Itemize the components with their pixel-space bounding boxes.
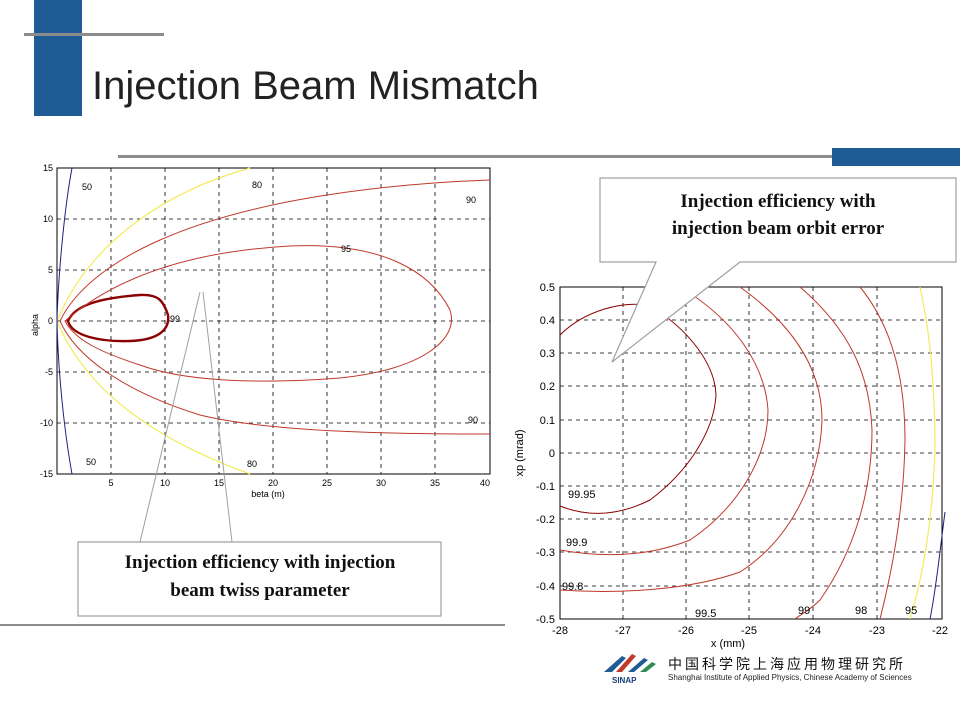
svg-text:90: 90 [468,415,478,425]
y-axis-label: alpha [30,314,40,336]
x-tick-labels: 5 10 15 20 25 30 35 40 [108,478,490,488]
plot-area: 50 80 90 95 99 90 50 80 15 10 5 0 -5 -10… [30,163,491,499]
contour-labels: 50 80 90 95 99 90 50 80 [82,180,478,469]
contour-98 [859,286,906,620]
svg-text:80: 80 [252,180,262,190]
svg-text:30: 30 [376,478,386,488]
svg-text:99.5: 99.5 [695,608,716,620]
svg-text:5: 5 [108,478,113,488]
svg-text:-15: -15 [40,469,53,479]
svg-text:-10: -10 [40,418,53,428]
svg-text:-0.2: -0.2 [536,514,555,526]
svg-text:25: 25 [322,478,332,488]
y-tick-labels: 15 10 5 0 -5 -10 -15 [40,163,53,479]
sinap-logo-icon [604,654,656,672]
svg-text:0.2: 0.2 [540,381,555,393]
svg-text:10: 10 [160,478,170,488]
svg-text:0.4: 0.4 [540,315,555,327]
svg-text:0: 0 [48,316,53,326]
contour-95 [909,286,936,620]
svg-text:99.9: 99.9 [566,537,587,549]
callout-twiss: Injection efficiency with injection beam… [77,291,442,617]
callout-twiss-line-1: Injection efficiency with injection [125,552,396,573]
contour-90 [929,511,946,620]
svg-text:50: 50 [86,457,96,467]
svg-text:5: 5 [48,265,53,275]
svg-text:90: 90 [466,195,476,205]
twiss-contour-chart: 50 80 90 95 99 90 50 80 15 10 5 0 -5 -10… [30,163,491,499]
svg-text:20: 20 [268,478,278,488]
svg-text:-24: -24 [805,625,821,637]
svg-text:-0.1: -0.1 [536,481,555,493]
svg-text:-25: -25 [741,625,757,637]
institute-name-cn: 中国科学院上海应用物理研究所 [668,657,906,673]
callout-orbit-error: Injection efficiency with injection beam… [599,177,957,363]
contour-90 [59,179,491,435]
institute-name-en: Shanghai Institute of Applied Physics, C… [668,673,912,682]
svg-text:-23: -23 [869,625,885,637]
svg-text:0.3: 0.3 [540,348,555,360]
accent-bar-vertical [34,0,82,116]
accent-block-right [832,148,960,166]
contour-labels-right: 99.95 99.9 99.8 99.5 99 98 95 [562,489,917,620]
contour-99.5 [794,286,873,620]
grid-lines [57,168,490,474]
svg-text:15: 15 [214,478,224,488]
contour-99.95 [559,303,717,514]
rule-under-title [118,155,852,158]
y-axis-label-right: xp (mrad) [514,429,526,476]
svg-text:-0.3: -0.3 [536,547,555,559]
x-tick-labels-right: -28 -27 -26 -25 -24 -23 -22 [552,625,948,637]
svg-text:10: 10 [43,214,53,224]
svg-text:95: 95 [341,244,351,254]
svg-text:99: 99 [798,605,810,617]
svg-text:99.8: 99.8 [562,581,583,593]
svg-text:15: 15 [43,163,53,173]
callout-twiss-line-2: beam twiss parameter [170,580,350,601]
svg-text:0: 0 [549,448,555,460]
contour-99.8 [559,286,823,592]
contour-99 [66,293,170,343]
svg-text:-5: -5 [45,367,53,377]
contour-50 [56,167,73,475]
rule-bottom-left [0,624,505,626]
svg-text:99.95: 99.95 [568,489,596,501]
svg-text:35: 35 [430,478,440,488]
svg-text:-27: -27 [615,625,631,637]
y-tick-labels-right: 0.5 0.4 0.3 0.2 0.1 0 -0.1 -0.2 -0.3 -0.… [536,282,555,626]
svg-text:-28: -28 [552,625,568,637]
svg-text:98: 98 [855,605,867,617]
contour-95 [64,245,452,382]
svg-text:0.1: 0.1 [540,415,555,427]
svg-text:80: 80 [247,459,257,469]
svg-text:-22: -22 [932,625,948,637]
logo-text: SINAP [612,676,637,685]
contour-99.9 [559,286,769,556]
svg-text:95: 95 [905,605,917,617]
svg-text:0.5: 0.5 [540,282,555,294]
svg-text:-0.5: -0.5 [536,614,555,626]
svg-text:50: 50 [82,182,92,192]
svg-text:40: 40 [480,478,490,488]
svg-text:99: 99 [170,314,180,324]
x-axis-label: beta (m) [251,489,285,499]
svg-text:-0.4: -0.4 [536,581,555,593]
svg-text:-26: -26 [678,625,694,637]
callout-orbit-line-2: injection beam orbit error [672,218,885,239]
rule-top-short [24,33,164,36]
slide-title: Injection Beam Mismatch [92,64,539,108]
x-axis-label-right: x (mm) [711,638,745,650]
callout-orbit-line-1: Injection efficiency with [680,191,876,212]
